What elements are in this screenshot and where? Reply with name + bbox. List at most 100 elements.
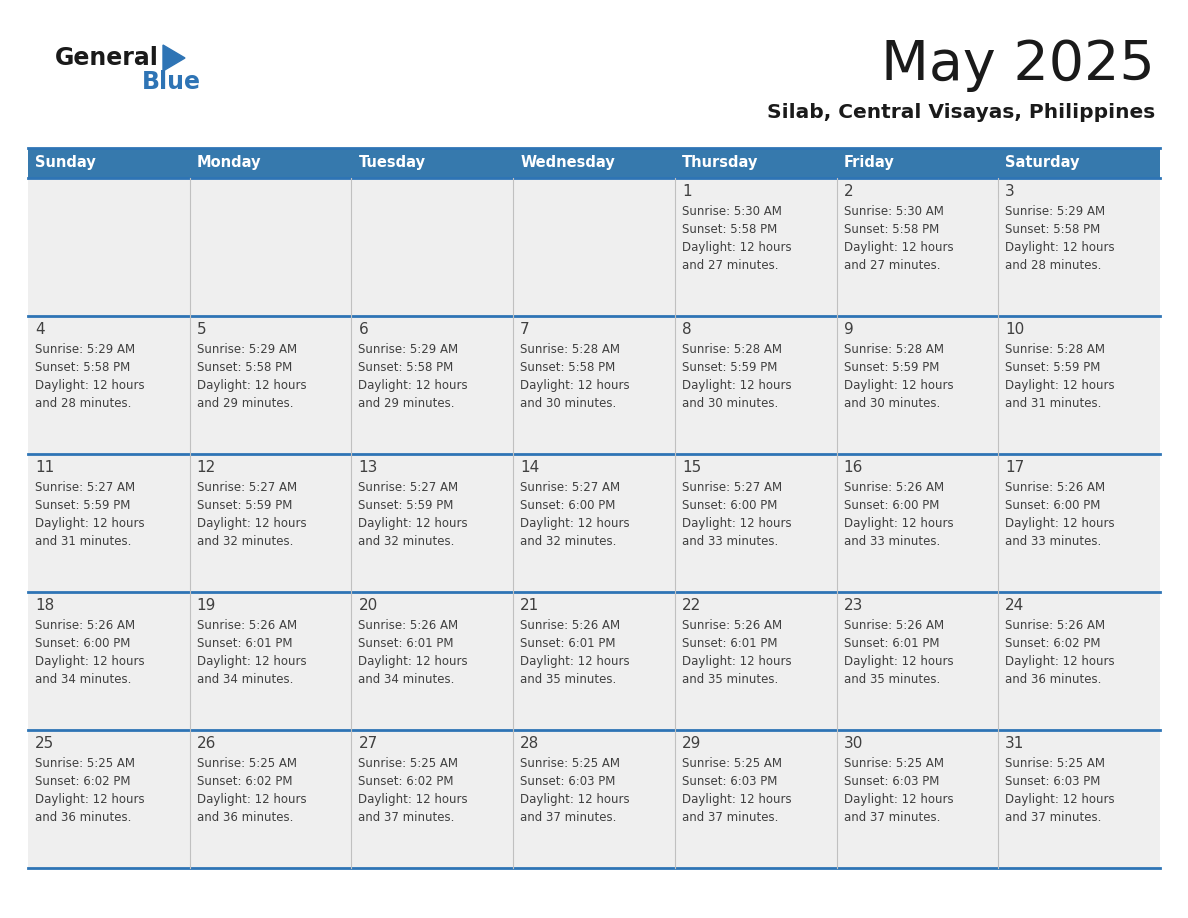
Text: Sunrise: 5:25 AM
Sunset: 6:03 PM
Daylight: 12 hours
and 37 minutes.: Sunrise: 5:25 AM Sunset: 6:03 PM Dayligh… — [1005, 757, 1114, 824]
Text: Sunrise: 5:26 AM
Sunset: 6:00 PM
Daylight: 12 hours
and 33 minutes.: Sunrise: 5:26 AM Sunset: 6:00 PM Dayligh… — [1005, 481, 1114, 548]
Text: 22: 22 — [682, 598, 701, 612]
Text: Tuesday: Tuesday — [359, 155, 425, 171]
Text: 23: 23 — [843, 598, 862, 612]
Text: 18: 18 — [34, 598, 55, 612]
Text: 13: 13 — [359, 460, 378, 475]
Text: 28: 28 — [520, 735, 539, 751]
Text: 3: 3 — [1005, 184, 1015, 198]
Text: Sunrise: 5:25 AM
Sunset: 6:02 PM
Daylight: 12 hours
and 36 minutes.: Sunrise: 5:25 AM Sunset: 6:02 PM Dayligh… — [197, 757, 307, 824]
Text: Sunday: Sunday — [34, 155, 96, 171]
Bar — [998, 178, 1159, 316]
Bar — [998, 454, 1159, 592]
Bar — [29, 454, 190, 592]
Text: 11: 11 — [34, 460, 55, 475]
Bar — [29, 730, 190, 868]
Text: Sunrise: 5:30 AM
Sunset: 5:58 PM
Daylight: 12 hours
and 27 minutes.: Sunrise: 5:30 AM Sunset: 5:58 PM Dayligh… — [843, 205, 953, 272]
Text: Blue: Blue — [143, 70, 201, 94]
Bar — [513, 730, 675, 868]
Bar — [190, 178, 352, 316]
Bar — [29, 148, 1159, 178]
Text: 6: 6 — [359, 321, 368, 337]
Text: 5: 5 — [197, 321, 207, 337]
Text: 25: 25 — [34, 735, 55, 751]
Text: Sunrise: 5:29 AM
Sunset: 5:58 PM
Daylight: 12 hours
and 28 minutes.: Sunrise: 5:29 AM Sunset: 5:58 PM Dayligh… — [34, 343, 145, 410]
Text: 17: 17 — [1005, 460, 1024, 475]
Bar — [190, 454, 352, 592]
Bar — [29, 592, 190, 730]
Text: Sunrise: 5:27 AM
Sunset: 5:59 PM
Daylight: 12 hours
and 31 minutes.: Sunrise: 5:27 AM Sunset: 5:59 PM Dayligh… — [34, 481, 145, 548]
Bar — [190, 730, 352, 868]
Bar — [513, 592, 675, 730]
Text: Sunrise: 5:27 AM
Sunset: 5:59 PM
Daylight: 12 hours
and 32 minutes.: Sunrise: 5:27 AM Sunset: 5:59 PM Dayligh… — [359, 481, 468, 548]
Bar — [190, 316, 352, 454]
Text: Sunrise: 5:29 AM
Sunset: 5:58 PM
Daylight: 12 hours
and 29 minutes.: Sunrise: 5:29 AM Sunset: 5:58 PM Dayligh… — [197, 343, 307, 410]
Text: Sunrise: 5:26 AM
Sunset: 6:01 PM
Daylight: 12 hours
and 35 minutes.: Sunrise: 5:26 AM Sunset: 6:01 PM Dayligh… — [843, 619, 953, 686]
Text: Sunrise: 5:26 AM
Sunset: 6:01 PM
Daylight: 12 hours
and 34 minutes.: Sunrise: 5:26 AM Sunset: 6:01 PM Dayligh… — [359, 619, 468, 686]
Text: 19: 19 — [197, 598, 216, 612]
Bar — [29, 316, 190, 454]
Text: Wednesday: Wednesday — [520, 155, 615, 171]
Bar — [998, 730, 1159, 868]
Bar — [836, 592, 998, 730]
Text: 12: 12 — [197, 460, 216, 475]
Text: 7: 7 — [520, 321, 530, 337]
Text: Sunrise: 5:25 AM
Sunset: 6:02 PM
Daylight: 12 hours
and 37 minutes.: Sunrise: 5:25 AM Sunset: 6:02 PM Dayligh… — [359, 757, 468, 824]
Text: Friday: Friday — [843, 155, 895, 171]
Bar — [675, 454, 836, 592]
Text: 10: 10 — [1005, 321, 1024, 337]
Text: General: General — [55, 46, 159, 70]
Bar — [675, 178, 836, 316]
Text: 4: 4 — [34, 321, 45, 337]
Text: Sunrise: 5:30 AM
Sunset: 5:58 PM
Daylight: 12 hours
and 27 minutes.: Sunrise: 5:30 AM Sunset: 5:58 PM Dayligh… — [682, 205, 791, 272]
Text: Sunrise: 5:26 AM
Sunset: 6:01 PM
Daylight: 12 hours
and 35 minutes.: Sunrise: 5:26 AM Sunset: 6:01 PM Dayligh… — [682, 619, 791, 686]
Bar — [352, 454, 513, 592]
Bar — [675, 730, 836, 868]
Bar — [836, 178, 998, 316]
Bar — [836, 454, 998, 592]
Text: Monday: Monday — [197, 155, 261, 171]
Text: 24: 24 — [1005, 598, 1024, 612]
Bar — [513, 178, 675, 316]
Bar — [29, 178, 190, 316]
Text: 31: 31 — [1005, 735, 1025, 751]
Text: 14: 14 — [520, 460, 539, 475]
Text: 21: 21 — [520, 598, 539, 612]
Text: 29: 29 — [682, 735, 701, 751]
Text: Sunrise: 5:28 AM
Sunset: 5:59 PM
Daylight: 12 hours
and 31 minutes.: Sunrise: 5:28 AM Sunset: 5:59 PM Dayligh… — [1005, 343, 1114, 410]
Bar — [352, 178, 513, 316]
Text: 30: 30 — [843, 735, 862, 751]
Text: Silab, Central Visayas, Philippines: Silab, Central Visayas, Philippines — [766, 104, 1155, 122]
Polygon shape — [163, 45, 185, 71]
Text: Sunrise: 5:26 AM
Sunset: 6:02 PM
Daylight: 12 hours
and 36 minutes.: Sunrise: 5:26 AM Sunset: 6:02 PM Dayligh… — [1005, 619, 1114, 686]
Text: 27: 27 — [359, 735, 378, 751]
Bar — [998, 316, 1159, 454]
Text: Sunrise: 5:25 AM
Sunset: 6:03 PM
Daylight: 12 hours
and 37 minutes.: Sunrise: 5:25 AM Sunset: 6:03 PM Dayligh… — [682, 757, 791, 824]
Text: Sunrise: 5:29 AM
Sunset: 5:58 PM
Daylight: 12 hours
and 28 minutes.: Sunrise: 5:29 AM Sunset: 5:58 PM Dayligh… — [1005, 205, 1114, 272]
Bar — [513, 316, 675, 454]
Text: Sunrise: 5:26 AM
Sunset: 6:01 PM
Daylight: 12 hours
and 34 minutes.: Sunrise: 5:26 AM Sunset: 6:01 PM Dayligh… — [197, 619, 307, 686]
Text: 16: 16 — [843, 460, 862, 475]
Text: Thursday: Thursday — [682, 155, 758, 171]
Bar — [836, 316, 998, 454]
Text: 8: 8 — [682, 321, 691, 337]
Text: Sunrise: 5:28 AM
Sunset: 5:58 PM
Daylight: 12 hours
and 30 minutes.: Sunrise: 5:28 AM Sunset: 5:58 PM Dayligh… — [520, 343, 630, 410]
Text: 1: 1 — [682, 184, 691, 198]
Text: 9: 9 — [843, 321, 853, 337]
Text: Sunrise: 5:26 AM
Sunset: 6:01 PM
Daylight: 12 hours
and 35 minutes.: Sunrise: 5:26 AM Sunset: 6:01 PM Dayligh… — [520, 619, 630, 686]
Text: Saturday: Saturday — [1005, 155, 1080, 171]
Text: Sunrise: 5:25 AM
Sunset: 6:03 PM
Daylight: 12 hours
and 37 minutes.: Sunrise: 5:25 AM Sunset: 6:03 PM Dayligh… — [843, 757, 953, 824]
Bar — [513, 454, 675, 592]
Text: Sunrise: 5:25 AM
Sunset: 6:02 PM
Daylight: 12 hours
and 36 minutes.: Sunrise: 5:25 AM Sunset: 6:02 PM Dayligh… — [34, 757, 145, 824]
Bar — [190, 592, 352, 730]
Text: Sunrise: 5:29 AM
Sunset: 5:58 PM
Daylight: 12 hours
and 29 minutes.: Sunrise: 5:29 AM Sunset: 5:58 PM Dayligh… — [359, 343, 468, 410]
Bar — [675, 316, 836, 454]
Text: Sunrise: 5:26 AM
Sunset: 6:00 PM
Daylight: 12 hours
and 34 minutes.: Sunrise: 5:26 AM Sunset: 6:00 PM Dayligh… — [34, 619, 145, 686]
Text: 2: 2 — [843, 184, 853, 198]
Bar — [836, 730, 998, 868]
Text: 26: 26 — [197, 735, 216, 751]
Text: May 2025: May 2025 — [881, 38, 1155, 92]
Text: 15: 15 — [682, 460, 701, 475]
Bar — [352, 730, 513, 868]
Text: Sunrise: 5:27 AM
Sunset: 6:00 PM
Daylight: 12 hours
and 33 minutes.: Sunrise: 5:27 AM Sunset: 6:00 PM Dayligh… — [682, 481, 791, 548]
Text: Sunrise: 5:28 AM
Sunset: 5:59 PM
Daylight: 12 hours
and 30 minutes.: Sunrise: 5:28 AM Sunset: 5:59 PM Dayligh… — [682, 343, 791, 410]
